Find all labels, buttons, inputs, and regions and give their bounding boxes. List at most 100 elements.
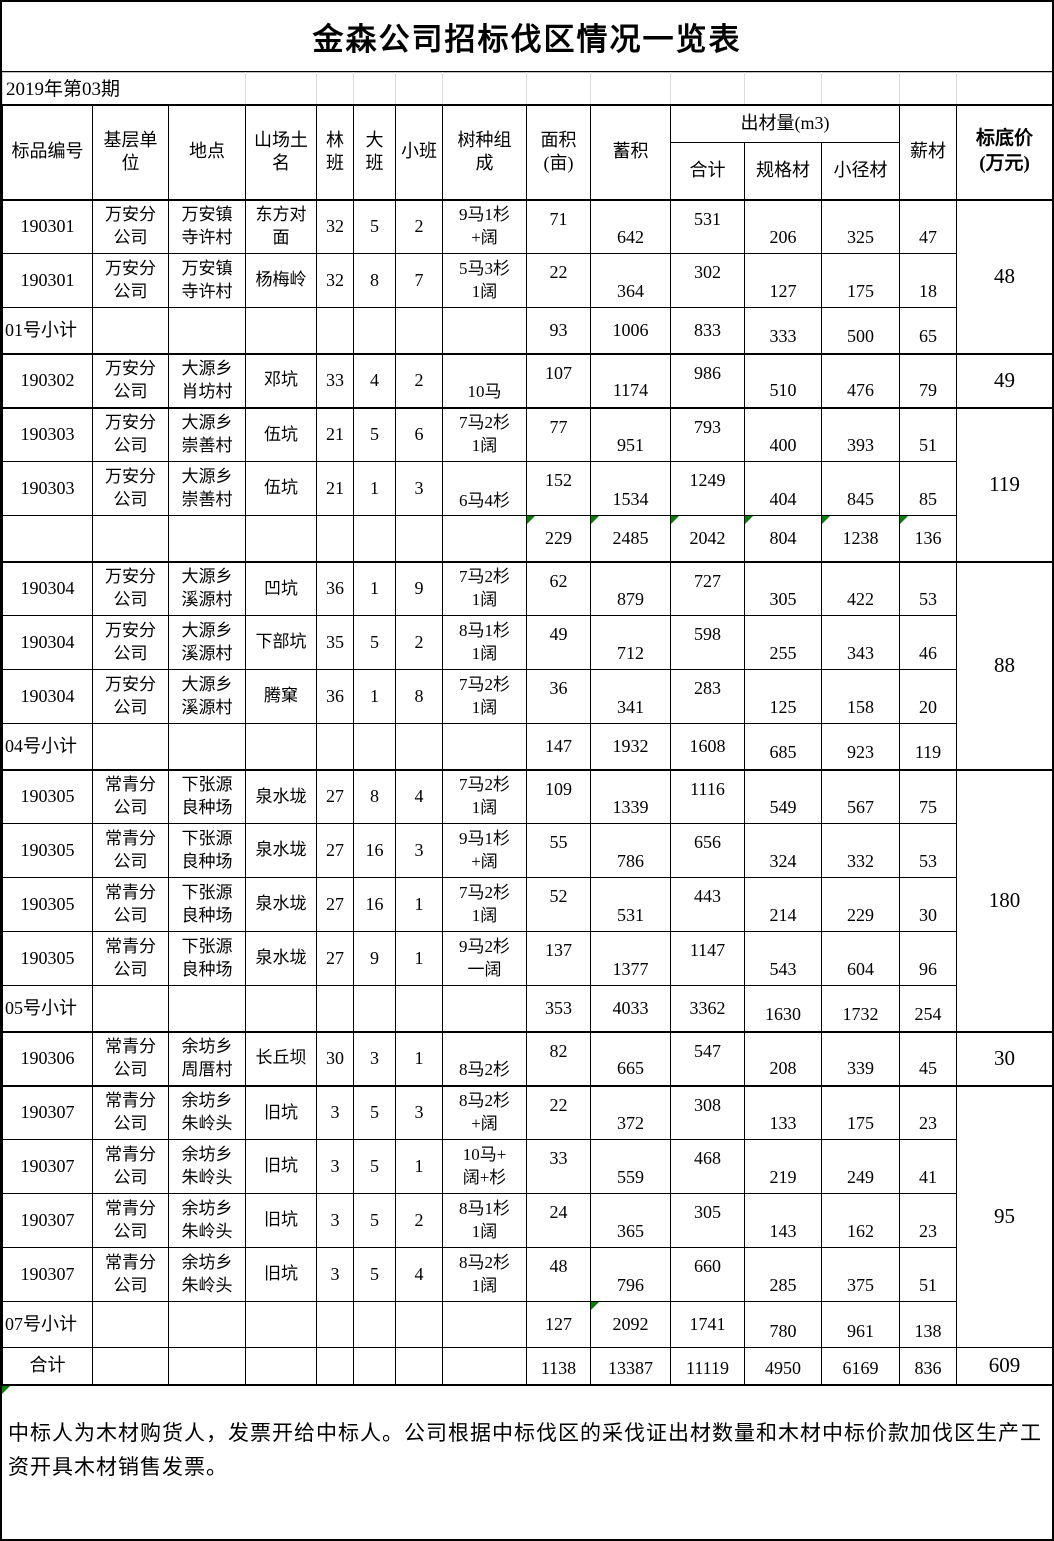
col-header-forest-class: 林 班 [316, 103, 355, 200]
cell-spec: 219 [744, 1139, 823, 1194]
cell-xiao: 8 [395, 669, 444, 724]
table-row: 190307 常青分 公司 余坊乡 朱岭头 旧坑 3 5 4 8马2杉 1阔 48 796 660 2… [2, 1247, 1053, 1302]
cell-total: 1608 [670, 723, 746, 770]
cell-vol: 1377 [590, 931, 672, 986]
cell-spec: 206 [744, 198, 823, 254]
period-empty-cell [395, 72, 444, 105]
cell-comp: 8马1杉 1阔 [442, 1193, 528, 1248]
cell-spec: 780 [744, 1301, 823, 1348]
cell-place [167, 723, 247, 770]
col-header-base-price: 标底价 (万元) [956, 103, 1052, 200]
cell-comp: 7马2杉 1阔 [442, 768, 528, 824]
cell-comp: 7马2杉 1阔 [442, 669, 528, 724]
cell-lin: 27 [316, 768, 355, 824]
cell-xiao: 3 [395, 1084, 444, 1140]
cell-hill: 泉水垅 [245, 823, 318, 878]
cell-total: 1741 [670, 1301, 746, 1348]
cell-small: 332 [821, 823, 901, 878]
cell-unit: 常青分 公司 [92, 931, 169, 986]
cell-unit: 常青分 公司 [92, 823, 169, 878]
cell-area: 24 [526, 1193, 592, 1248]
cell-fire: 18 [899, 253, 958, 308]
cell-total: 443 [670, 877, 746, 932]
cell-total: 1249 [670, 461, 746, 516]
cell-area: 36 [526, 669, 592, 724]
cell-place: 余坊乡 朱岭头 [167, 1139, 247, 1194]
page-title: 金森公司招标伐区情况一览表 [2, 2, 1052, 72]
cell-unit: 万安分 公司 [92, 406, 169, 462]
col-header-volume: 蓄积 [590, 103, 672, 200]
cell-id: 190304 [2, 669, 93, 724]
cell-xiao: 4 [395, 768, 444, 824]
cell-xiao: 1 [395, 1030, 444, 1086]
cell-area: 62 [526, 560, 592, 616]
cell-spec: 804 [744, 515, 823, 562]
cell-da: 4 [353, 352, 397, 408]
col-header-item-no: 标品编号 [2, 103, 93, 200]
period-empty-cell [821, 72, 901, 105]
cell-da: 16 [353, 823, 397, 878]
cell-spec: 214 [744, 877, 823, 932]
bid-table: 2019年第03期 标品编号 基层单 位 地点 山场土 名 林 班 [2, 72, 1053, 1386]
cell-id: 07号小计 [2, 1301, 93, 1348]
cell-vol: 796 [590, 1247, 672, 1302]
cell-xiao: 2 [395, 198, 444, 254]
cell-place: 大源乡 崇善村 [167, 406, 247, 462]
cell-area: 52 [526, 877, 592, 932]
cell-spec: 285 [744, 1247, 823, 1302]
cell-price: 180 [956, 768, 1052, 1032]
cell-spec: 333 [744, 307, 823, 354]
cell-small: 339 [821, 1030, 901, 1086]
cell-unit: 常青分 公司 [92, 1084, 169, 1140]
cell-fire: 53 [899, 823, 958, 878]
cell-vol: 2485 [590, 515, 672, 562]
cell-unit: 常青分 公司 [92, 768, 169, 824]
cell-comp: 6马4杉 [442, 461, 528, 516]
cell-area: 49 [526, 615, 592, 670]
period-empty-cell [670, 72, 746, 105]
cell-place: 余坊乡 周厝村 [167, 1030, 247, 1086]
cell-spec: 133 [744, 1084, 823, 1140]
cell-area: 137 [526, 931, 592, 986]
table-row: 190301 万安分 公司 万安镇 寺许村 东方对 面 32 5 2 9马1杉 +阔 71 642… [2, 198, 1052, 354]
cell-vol: 1932 [590, 723, 672, 770]
cell-vol: 1174 [590, 352, 672, 408]
cell-small: 229 [821, 877, 901, 932]
cell-fire: 96 [899, 931, 958, 986]
cell-place: 大源乡 溪源村 [167, 669, 247, 724]
period-empty-cell [744, 72, 823, 105]
period-empty-cell [353, 72, 397, 105]
cell-vol: 1006 [590, 307, 672, 354]
cell-small: 961 [821, 1301, 901, 1348]
cell-fire: 75 [899, 768, 958, 824]
cell-id: 190305 [2, 931, 93, 986]
cell-xiao: 9 [395, 560, 444, 616]
cell-area: 109 [526, 768, 592, 824]
cell-id [2, 515, 93, 562]
cell-da: 5 [353, 1084, 397, 1140]
cell-unit [92, 307, 169, 354]
cell-vol: 2092 [590, 1301, 672, 1348]
cell-lin: 27 [316, 823, 355, 878]
cell-unit: 万安分 公司 [92, 461, 169, 516]
table-body: 190301 万安分 公司 万安镇 寺许村 东方对 面 32 5 2 9马1杉 +阔 71 642… [2, 198, 1053, 1386]
cell-xiao [395, 985, 444, 1032]
cell-unit: 常青分 公司 [92, 1139, 169, 1194]
cell-total: 3362 [670, 985, 746, 1032]
cell-area: 22 [526, 1084, 592, 1140]
cell-fire: 836 [899, 1347, 958, 1386]
cell-vol: 665 [590, 1030, 672, 1086]
cell-da: 5 [353, 198, 397, 254]
cell-vol: 364 [590, 253, 672, 308]
cell-area: 55 [526, 823, 592, 878]
cell-small: 422 [821, 560, 901, 616]
cell-comp: 9马2杉 一阔 [442, 931, 528, 986]
cell-spec: 324 [744, 823, 823, 878]
cell-unit [92, 515, 169, 562]
cell-id: 190301 [2, 253, 93, 308]
cell-hill [245, 307, 318, 354]
cell-fire: 254 [899, 985, 958, 1032]
cell-place: 万安镇 寺许村 [167, 198, 247, 254]
cell-area: 127 [526, 1301, 592, 1348]
cell-spec: 305 [744, 560, 823, 616]
